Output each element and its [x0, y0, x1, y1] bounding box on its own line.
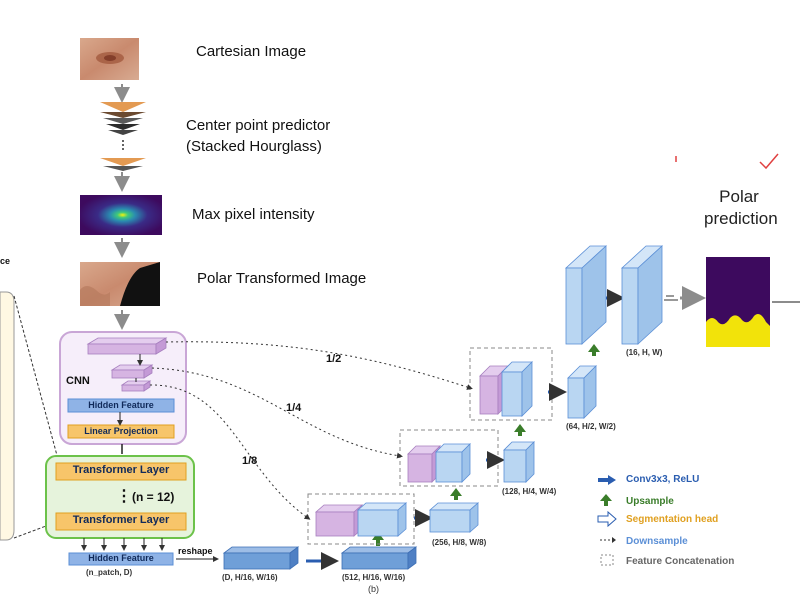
- step-polar-label: Polar Transformed Image: [197, 270, 367, 287]
- hidden-feature-out-dim: (n_patch, D): [86, 568, 133, 577]
- skip-connections: [149, 341, 473, 520]
- hidden-feature-label: Hidden Feature: [88, 400, 154, 410]
- legend-conv-label: Conv3x3, ReLU: [626, 474, 700, 485]
- polar-prediction-image: [706, 257, 770, 347]
- cnn-slabs: [86, 337, 168, 392]
- heatmap-thumbnail: [80, 195, 162, 235]
- decoder-slab-D: [222, 546, 300, 570]
- step-center-predictor-label: Center point predictor: [186, 117, 331, 134]
- legend-icons: [597, 475, 617, 566]
- skip-label-half: 1/2: [326, 353, 342, 365]
- transformer-layer-bottom: [55, 512, 187, 531]
- cube-64: [567, 365, 597, 419]
- step-hourglass-label: (Stacked Hourglass): [186, 138, 322, 155]
- polar-title-line2: prediction: [704, 209, 778, 228]
- transformer-layer-bottom-label: Transformer Layer: [72, 514, 170, 526]
- transformer-output-arrows: [81, 538, 165, 551]
- linear-projection-label: Linear Projection: [84, 426, 158, 436]
- reshape-label: reshape: [178, 546, 213, 556]
- cube-256: [428, 502, 480, 533]
- cube-16-a: [564, 245, 608, 345]
- dim-512: (512, H/16, W/16): [342, 573, 406, 582]
- legend-seghead-label: Segmentation head: [626, 514, 719, 525]
- figure-caption: (b): [368, 584, 379, 594]
- decoder-slab-512: [340, 546, 418, 570]
- transformer-dots: ⋮: [116, 488, 132, 505]
- left-fragment-text: ce: [0, 256, 11, 266]
- transformer-count: (n = 12): [132, 490, 175, 504]
- concat-cubes-1-2: [479, 361, 533, 417]
- polar-title-line1: Polar: [719, 187, 759, 206]
- dim-256: (256, H/8, W/8): [432, 538, 487, 547]
- concat-cubes-1-8: [314, 502, 408, 537]
- hidden-feature-out-label: Hidden Feature: [88, 553, 154, 563]
- transformer-layer-top: [55, 462, 187, 481]
- polar-image-thumbnail: [80, 262, 160, 306]
- cube-128: [503, 441, 535, 483]
- concat-cubes-1-4: [407, 443, 471, 483]
- dim-64: (64, H/2, W/2): [566, 422, 616, 431]
- transformer-layer-top-label: Transformer Layer: [72, 464, 170, 476]
- dim-16: (16, H, W): [626, 348, 663, 357]
- step-max-intensity-label: Max pixel intensity: [192, 206, 315, 223]
- polar-prediction-title: Polar prediction: [704, 186, 778, 230]
- hourglass-stack-icon: [100, 102, 146, 171]
- cnn-label: CNN: [66, 375, 90, 387]
- left-panel-fragment: [0, 291, 15, 541]
- cartesian-image-thumbnail: [80, 38, 139, 80]
- dim-D: (D, H/16, W/16): [222, 573, 278, 582]
- cube-16-b: [620, 245, 664, 345]
- legend-upsample-label: Upsample: [626, 496, 674, 507]
- skip-label-eighth: 1/8: [242, 455, 258, 467]
- step-cartesian-label: Cartesian Image: [196, 43, 307, 60]
- hidden-feature-bar: [67, 398, 175, 413]
- dim-128: (128, H/4, W/4): [502, 487, 557, 496]
- hidden-feature-out-bar: [68, 552, 174, 566]
- legend-concat-label: Feature Concatenation: [626, 556, 735, 567]
- legend-downsample-label: Downsample: [626, 536, 688, 547]
- skip-label-quarter: 1/4: [286, 402, 302, 414]
